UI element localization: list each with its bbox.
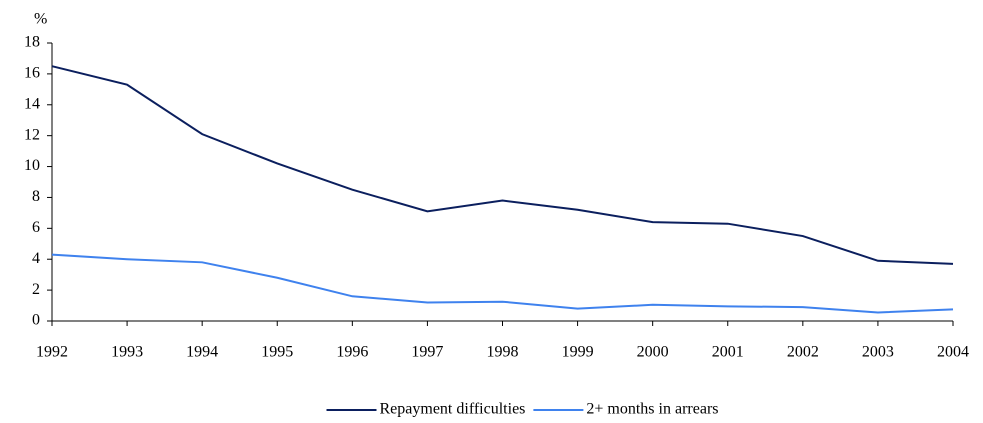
y-tick-label: 12	[24, 126, 40, 143]
x-tick-label: 2000	[637, 344, 669, 361]
y-tick-label: 0	[32, 312, 40, 329]
x-tick-label: 2004	[937, 344, 969, 361]
x-tick-label: 1996	[336, 344, 368, 361]
y-tick-label: 10	[24, 157, 40, 174]
y-tick-label: 14	[24, 95, 40, 112]
x-tick-label: 1995	[261, 344, 293, 361]
x-tick-label: 2003	[862, 344, 894, 361]
series-line	[51, 65, 954, 265]
y-tick-label: 4	[32, 250, 40, 267]
legend-label: Repayment difficulties	[380, 401, 526, 418]
y-axis-label: %	[34, 11, 47, 28]
x-tick-label: 1999	[562, 344, 594, 361]
y-tick-label: 18	[24, 34, 40, 51]
y-tick-label: 2	[32, 281, 40, 298]
x-tick-label: 1993	[111, 344, 143, 361]
x-tick-label: 1994	[186, 344, 218, 361]
y-tick-label: 8	[32, 188, 40, 205]
y-tick-label: 16	[24, 65, 40, 82]
legend-label: 2+ months in arrears	[586, 401, 718, 418]
series-line	[51, 253, 954, 314]
x-tick-label: 2001	[712, 344, 744, 361]
x-tick-label: 1998	[487, 344, 519, 361]
x-tick-label: 1997	[411, 344, 443, 361]
x-tick-label: 2002	[787, 344, 819, 361]
y-tick-label: 6	[32, 219, 40, 236]
x-tick-label: 1992	[36, 344, 68, 361]
